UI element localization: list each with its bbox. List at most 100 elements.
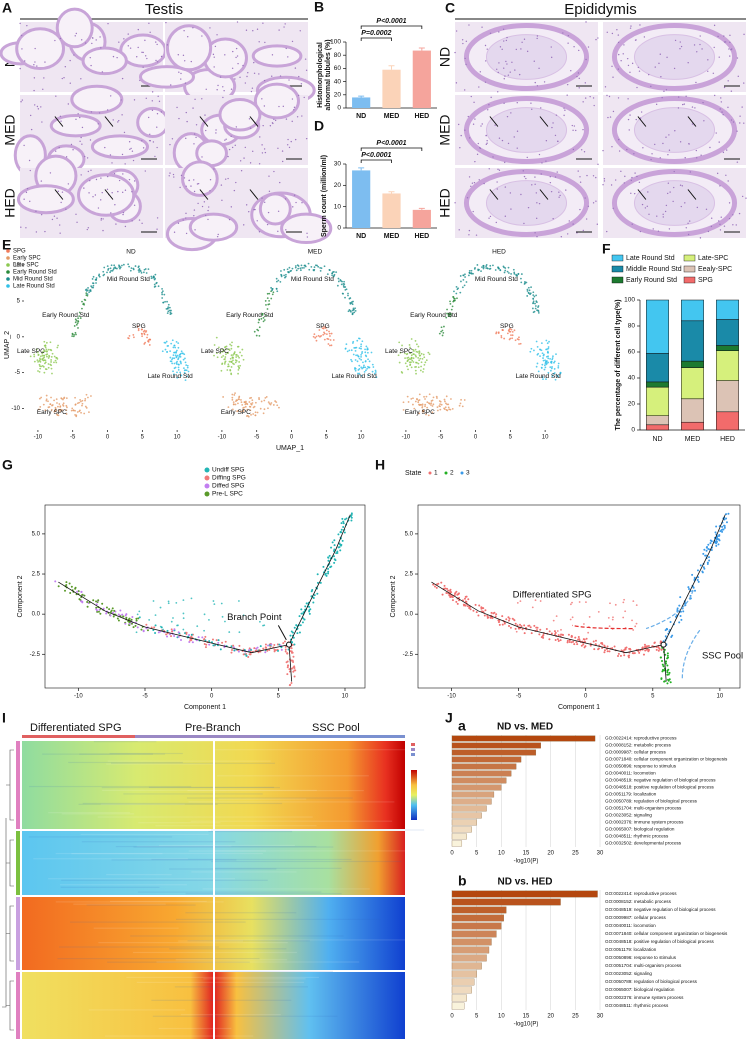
cell-point [278, 406, 280, 409]
cell-point [179, 371, 182, 374]
cell-point [293, 626, 296, 629]
cell-point [172, 617, 174, 619]
cell-point [175, 601, 178, 604]
cell-point [516, 338, 519, 340]
nucleus [288, 146, 291, 149]
cell-point [268, 303, 271, 306]
cell-point [300, 608, 303, 611]
nucleus [64, 66, 67, 68]
cell-point [116, 617, 119, 620]
cell-point [75, 415, 78, 418]
cell-point [245, 402, 248, 405]
cell-point [663, 680, 666, 683]
nucleus [120, 99, 122, 101]
cell-point [171, 357, 174, 360]
cell-point [559, 372, 562, 375]
arrow [539, 116, 549, 127]
cluster-strip [16, 741, 20, 829]
nucleus [668, 228, 671, 230]
cell-point [167, 602, 170, 605]
cell-point [503, 337, 506, 340]
cell-point [352, 307, 355, 310]
cell-point [248, 647, 251, 650]
nucleus [258, 41, 260, 43]
nucleus [100, 217, 103, 220]
cell-point [242, 407, 245, 409]
cell-point [554, 378, 557, 381]
nucleus [468, 24, 470, 26]
cell-point [77, 320, 80, 323]
cell-point [425, 413, 427, 416]
legend-swatch [611, 276, 624, 284]
nucleus [728, 48, 730, 50]
cell-point [166, 351, 168, 353]
cell-point [349, 309, 352, 312]
cell-point [230, 366, 233, 368]
legend-label: Early Round Std [626, 277, 677, 284]
cell-point [327, 556, 330, 559]
cell-point [319, 266, 322, 269]
nucleus [60, 120, 62, 122]
nucleus [59, 232, 61, 234]
cell-point [86, 605, 89, 608]
cell-point [582, 643, 585, 646]
cell-point [86, 294, 89, 297]
legend-swatch [411, 743, 415, 746]
cluster-label: Early Round Std [42, 312, 90, 319]
cell-point [439, 403, 441, 406]
cluster-label: Mid Round Std [107, 276, 150, 283]
cell-point [497, 266, 500, 269]
nucleus [246, 75, 248, 78]
cell-point [105, 612, 108, 615]
cell-point [265, 396, 268, 398]
category-label: GO:0008152: metabolic process [605, 899, 672, 904]
cell-point [366, 367, 369, 370]
cell-point [332, 339, 335, 341]
arrow [104, 189, 114, 200]
cell-point [664, 629, 667, 632]
cell-point [412, 361, 415, 363]
cell-point [476, 264, 479, 266]
cell-point [249, 405, 252, 408]
nucleus [40, 106, 42, 108]
cell-point [480, 270, 482, 273]
nucleus [606, 94, 608, 97]
bar [451, 749, 537, 756]
nucleus [29, 169, 31, 172]
cell-point [550, 362, 553, 364]
cell-point [161, 293, 164, 296]
nucleus [635, 118, 637, 121]
cell-point [190, 633, 193, 636]
nucleus [638, 181, 641, 184]
nucleus [35, 231, 38, 233]
x-tick-label: 10 [358, 435, 365, 441]
cell-point [532, 302, 534, 305]
nucleus [261, 152, 264, 154]
bar [451, 930, 497, 938]
nucleus [193, 215, 195, 217]
cell-point [314, 336, 317, 339]
cell-point [537, 370, 540, 373]
bar-segment [646, 415, 669, 426]
arrow [637, 116, 647, 127]
heatmap-streak [136, 981, 304, 984]
cell-point [609, 602, 611, 605]
cell-point [550, 632, 553, 635]
cell-point [432, 396, 435, 399]
cell-point [501, 623, 504, 626]
nucleus [584, 97, 587, 99]
cell-point [667, 679, 670, 682]
cell-point [289, 634, 292, 637]
nucleus [227, 177, 229, 180]
nucleus [81, 126, 84, 129]
cell-point [323, 338, 326, 341]
nucleus [534, 232, 536, 234]
cluster-strip [16, 972, 20, 1039]
nucleus [141, 222, 143, 225]
cell-point [65, 581, 68, 584]
cell-point [684, 604, 687, 607]
cell-point [449, 588, 452, 591]
cell-point [353, 311, 356, 314]
cell-point [166, 312, 169, 315]
cell-point [226, 369, 229, 371]
